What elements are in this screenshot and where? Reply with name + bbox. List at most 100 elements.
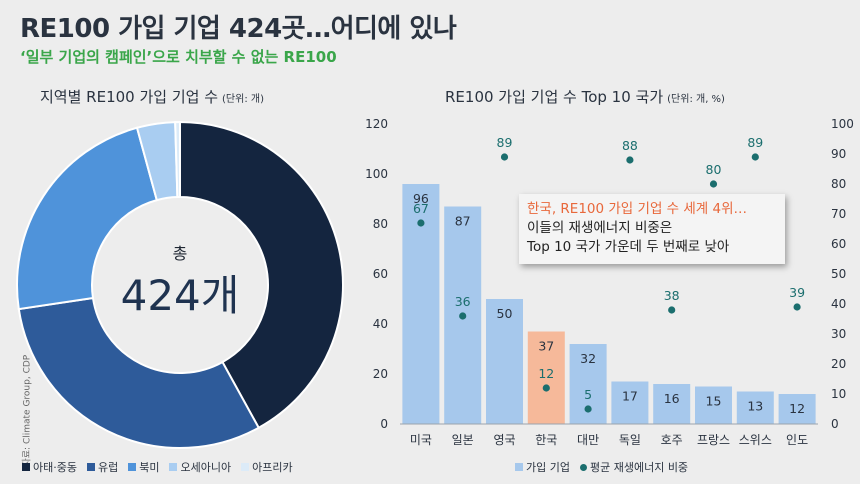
bar-legend-item: 평균 재생에너지 비중: [579, 459, 689, 475]
donut-slice-1: [17, 296, 261, 449]
legend-swatch: [241, 463, 250, 471]
legend-label: 유럽: [97, 461, 119, 474]
category-label: 한국: [535, 433, 557, 447]
legend-label: 가입 기업: [526, 461, 570, 474]
donut-slice-4: [174, 120, 181, 199]
y-left-tick-label: 0: [380, 417, 388, 431]
bar-legend-item: 가입 기업: [515, 459, 570, 475]
category-label: 미국: [410, 433, 432, 447]
bar-chart-title: RE100 가입 기업 수 Top 10 국가 (단위: 개, %): [445, 88, 725, 106]
annotation-callout: 한국, RE100 가입 기업 수 세계 4위… 이들의 재생에너지 비중은 T…: [519, 194, 785, 264]
page-subtitle: ‘일부 기업의 캠페인’으로 치부할 수 없는 RE100: [20, 48, 337, 66]
y-right-tick-label: 60: [831, 237, 846, 251]
point-value-label: 89: [747, 135, 763, 150]
legend-label: 아태·중동: [33, 461, 77, 474]
scatter-point: [626, 156, 634, 164]
y-right-tick-label: 70: [831, 207, 846, 221]
bar: [611, 381, 649, 424]
legend-label: 북미: [139, 461, 160, 474]
scatter-point: [793, 303, 801, 311]
bar-value-label: 12: [789, 401, 805, 416]
donut-legend: 아태·중동 유럽 북미 오세아니아 아프리카: [22, 459, 293, 475]
point-value-label: 38: [664, 288, 680, 303]
category-label: 영국: [493, 433, 515, 447]
y-left-tick-label: 60: [373, 267, 388, 281]
legend-swatch: [169, 463, 178, 471]
scatter-point: [417, 219, 425, 227]
point-value-label: 67: [413, 201, 429, 216]
donut-legend-item: 북미: [128, 459, 159, 475]
point-value-label: 80: [706, 162, 722, 177]
bar: [695, 386, 732, 424]
donut-slice-0: [179, 120, 344, 430]
bar-value-label: 17: [622, 389, 638, 404]
category-label: 호주: [661, 433, 683, 447]
bar: [486, 299, 523, 424]
bar-value-label: 37: [538, 339, 554, 354]
category-label: 일본: [452, 433, 474, 447]
bar: [736, 391, 774, 424]
y-left-tick-label: 120: [365, 117, 388, 131]
bar-value-label: 13: [747, 399, 763, 414]
category-label: 인도: [786, 433, 808, 447]
bar-legend: 가입 기업 평균 재생에너지 비중: [515, 459, 688, 475]
category-label: 독일: [619, 433, 641, 447]
category-label: 스위스: [739, 433, 772, 447]
scatter-point: [751, 153, 759, 161]
point-value-label: 88: [622, 138, 638, 153]
y-left-tick-label: 80: [373, 217, 388, 231]
y-right-tick-label: 80: [831, 177, 846, 191]
legend-swatch: [22, 463, 30, 471]
donut-center-value: 424개: [120, 271, 240, 320]
point-value-label: 89: [497, 135, 513, 150]
donut-legend-item: 유럽: [86, 459, 119, 475]
y-right-tick-label: 20: [831, 357, 846, 371]
donut-legend-item: 아태·중동: [22, 459, 77, 475]
legend-label: 오세아니아: [180, 461, 232, 474]
point-value-label: 36: [455, 294, 471, 309]
legend-swatch: [86, 463, 95, 471]
bar-value-label: 96: [413, 191, 429, 206]
page-title: RE100 가입 기업 424곳…어디에 있나: [20, 14, 457, 44]
category-label: 프랑스: [697, 433, 730, 447]
scatter-point: [500, 153, 509, 161]
donut-legend-item: 오세아니아: [169, 459, 231, 475]
annotation-line-2: 이들의 재생에너지 비중은: [527, 220, 673, 236]
donut-slice-2: [16, 126, 159, 311]
bar: [653, 384, 691, 424]
bar: [778, 394, 816, 424]
legend-swatch: [128, 463, 137, 471]
y-right-tick-label: 40: [831, 297, 846, 311]
bar-value-label: 15: [706, 394, 722, 409]
bar-value-label: 16: [664, 391, 680, 406]
bar-value-label: 32: [580, 351, 596, 366]
legend-swatch: [579, 463, 587, 471]
y-right-tick-label: 30: [831, 327, 846, 341]
y-right-tick-label: 0: [831, 417, 839, 431]
bar-value-label: 50: [497, 306, 513, 321]
legend-label: 아프리카: [252, 461, 293, 474]
annotation-line-3: Top 10 국가 가운데 두 번째로 낮아: [527, 239, 730, 255]
donut-center-label: 총: [172, 244, 188, 263]
donut-chart-title: 지역별 RE100 가입 기업 수 (단위: 개): [40, 88, 264, 106]
y-right-tick-label: 50: [831, 267, 846, 281]
y-left-tick-label: 20: [373, 367, 388, 381]
y-right-tick-label: 100: [831, 117, 854, 131]
y-right-tick-label: 90: [831, 147, 846, 161]
scatter-point: [542, 384, 550, 392]
point-value-label: 12: [538, 366, 554, 381]
scatter-point: [709, 180, 718, 188]
y-left-tick-label: 40: [373, 317, 388, 331]
scatter-point: [584, 405, 592, 413]
donut-legend-item: 아프리카: [241, 459, 293, 475]
legend-swatch: [515, 463, 523, 471]
point-value-label: 5: [584, 387, 592, 402]
bar: [527, 331, 565, 424]
category-label: 대만: [577, 433, 599, 447]
y-right-tick-label: 10: [831, 387, 846, 401]
point-value-label: 39: [789, 285, 805, 300]
legend-label: 평균 재생에너지 비중: [589, 461, 689, 474]
scatter-point: [668, 306, 676, 314]
